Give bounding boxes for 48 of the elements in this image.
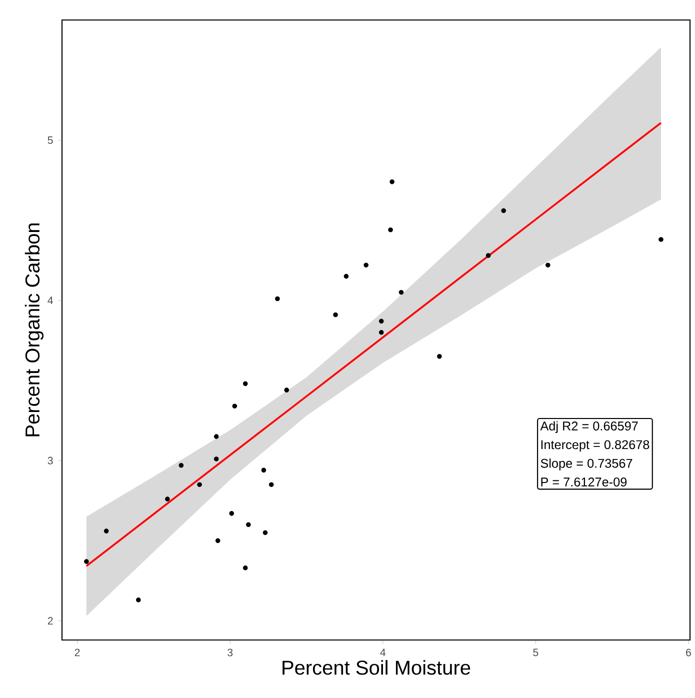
point bbox=[437, 354, 442, 359]
point bbox=[214, 434, 219, 439]
point bbox=[232, 404, 238, 408]
point bbox=[214, 456, 219, 462]
point bbox=[268, 482, 274, 487]
point bbox=[215, 538, 220, 544]
point bbox=[261, 468, 266, 473]
x-tick-label: 4 bbox=[380, 648, 386, 656]
annotation: Adj R2 = 0.66597 bbox=[540, 421, 638, 434]
point bbox=[344, 274, 349, 279]
point bbox=[388, 227, 393, 232]
annotation: Slope = 0.73567 bbox=[540, 458, 632, 470]
point bbox=[378, 318, 384, 324]
line-series bbox=[86, 122, 662, 567]
point bbox=[197, 482, 202, 487]
point bbox=[262, 530, 268, 536]
point bbox=[284, 388, 290, 392]
y-axis-title: Percent Organic Carbon bbox=[24, 223, 44, 436]
point bbox=[333, 312, 338, 318]
point bbox=[501, 208, 506, 214]
point bbox=[275, 296, 280, 302]
point bbox=[378, 330, 384, 335]
y-tick-label: 4 bbox=[48, 296, 53, 304]
annotation: Intercept = 0.82678 bbox=[541, 440, 650, 452]
point bbox=[398, 290, 404, 295]
x-tick-label: 5 bbox=[533, 648, 538, 656]
x-tick-label: 3 bbox=[228, 648, 233, 656]
point bbox=[242, 381, 248, 386]
point bbox=[658, 237, 664, 242]
y-tick-label: 5 bbox=[48, 136, 53, 144]
x-axis-title: Percent Soil Moisture bbox=[282, 660, 470, 675]
point bbox=[364, 262, 368, 268]
x-tick-label: 6 bbox=[686, 648, 691, 656]
y-tick-label: 2 bbox=[48, 617, 53, 624]
point bbox=[84, 559, 89, 564]
point bbox=[546, 262, 550, 268]
point bbox=[242, 566, 248, 570]
y-tick-label: 3 bbox=[48, 456, 53, 464]
point bbox=[136, 598, 141, 602]
point bbox=[178, 462, 184, 468]
point bbox=[104, 528, 109, 534]
point bbox=[229, 511, 234, 516]
annotation: P = 7.6127e-09 bbox=[541, 478, 627, 486]
point bbox=[165, 496, 170, 502]
point bbox=[246, 522, 251, 528]
point bbox=[486, 253, 491, 258]
x-tick-label: 2 bbox=[74, 648, 80, 656]
point bbox=[390, 179, 394, 184]
